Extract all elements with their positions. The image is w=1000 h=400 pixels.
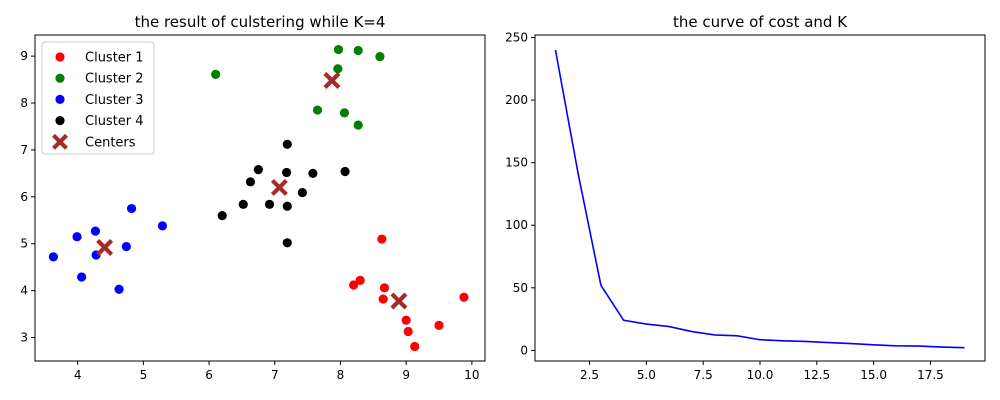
cost-curve-panel: the curve of cost and K 2.5 5.0 7.5 10.0 12.5…: [505, 13, 986, 382]
legend-marker: [55, 94, 65, 104]
data-point: [312, 105, 323, 115]
data-point: [114, 284, 124, 294]
data-point: [410, 341, 420, 352]
data-point: [238, 199, 248, 209]
x-tick-label: 10: [464, 368, 479, 382]
legend-marker: [55, 116, 65, 126]
data-point: [48, 252, 58, 262]
legend: Cluster 1 Cluster 2 Cluster 3 Cluster 4 Cent…: [41, 41, 155, 155]
x-tick-label: 4: [74, 368, 82, 382]
data-point: [403, 326, 413, 337]
x-tick-label: 9: [402, 368, 410, 382]
data-point: [77, 272, 87, 282]
legend-label: Centers: [85, 135, 136, 150]
legend-marker: [55, 73, 65, 83]
data-point: [245, 177, 256, 187]
data-point: [297, 188, 307, 198]
legend-label: Cluster 3: [85, 93, 144, 108]
legend-label: Cluster 4: [85, 114, 144, 129]
scatter-panel: the result of culstering while K=4 4 5 6 7 8 9…: [20, 13, 486, 382]
data-point: [121, 241, 131, 252]
data-point: [353, 45, 363, 56]
data-point: [126, 203, 137, 214]
data-point: [253, 165, 263, 175]
data-point: [282, 238, 292, 248]
y-tick-label: 50: [513, 281, 528, 295]
data-point: [353, 120, 363, 130]
data-point: [375, 51, 385, 62]
data-point: [90, 226, 101, 236]
x-tick-label: 7: [271, 368, 279, 382]
x-tick-label: 5: [140, 368, 148, 382]
data-point: [217, 210, 227, 221]
cost-line: [554, 49, 965, 349]
x-tick-label: 15.0: [860, 368, 887, 382]
data-point: [282, 139, 292, 149]
x-tick-label: 2.5: [580, 368, 599, 382]
x-tick-label: 7.5: [694, 368, 713, 382]
y-tick-label: 100: [505, 218, 528, 232]
x-tick-label: 6: [205, 368, 213, 382]
data-point: [377, 234, 387, 244]
data-point: [333, 44, 344, 55]
center-marker: [390, 292, 408, 310]
chart-title: the result of culstering while K=4: [135, 13, 386, 31]
y-tick-label: 6: [20, 190, 28, 204]
y-tick-label: 250: [505, 31, 528, 45]
data-point: [211, 69, 221, 80]
y-tick-label: 200: [505, 93, 528, 107]
legend-label: Cluster 1: [85, 51, 144, 66]
y-tick-label: 150: [505, 156, 528, 170]
data-point: [434, 320, 444, 330]
y-tick-label: 3: [20, 331, 28, 345]
y-tick-label: 5: [20, 237, 28, 251]
data-point: [157, 221, 168, 231]
data-point: [349, 280, 359, 290]
center-marker: [96, 239, 114, 256]
center-marker: [323, 72, 341, 89]
y-tick-label: 4: [20, 284, 28, 298]
legend-box: [41, 41, 155, 155]
y-tick-label: 8: [20, 96, 28, 110]
x-tick-label: 12.5: [803, 368, 830, 382]
center-marker: [270, 178, 288, 196]
x-tick-label: 10.0: [747, 368, 774, 382]
data-point: [401, 315, 411, 325]
legend-marker-centers: [52, 133, 68, 150]
x-tick-label: 17.5: [917, 368, 944, 382]
x-tick-label: 5.0: [637, 368, 656, 382]
plot-frame: [34, 34, 486, 362]
data-point: [378, 294, 388, 304]
y-tick-label: 7: [20, 143, 28, 157]
legend-label: Cluster 2: [85, 72, 144, 87]
data-point: [282, 201, 292, 211]
data-point: [333, 64, 343, 74]
data-point: [340, 166, 350, 177]
y-tick-label: 9: [20, 49, 28, 63]
chart-title: the curve of cost and K: [673, 13, 848, 31]
y-tick-label: 0: [520, 343, 528, 357]
data-point: [459, 292, 469, 302]
data-point: [339, 108, 350, 118]
data-point: [308, 168, 318, 178]
data-point: [355, 275, 365, 285]
x-tick-label: 8: [337, 368, 345, 382]
data-point: [282, 167, 292, 178]
data-point: [72, 232, 82, 242]
plot-frame: [534, 34, 986, 362]
data-point: [264, 199, 275, 209]
legend-marker: [55, 52, 65, 62]
data-point: [379, 283, 390, 293]
